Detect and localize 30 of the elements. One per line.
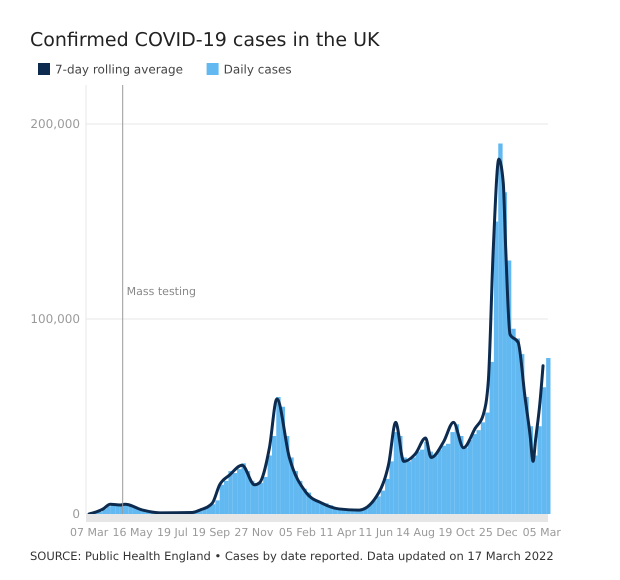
source-note: SOURCE: Public Health England • Cases by date reported. Data updated on 17 March 2022 [30,549,554,563]
bar [241,463,246,514]
y-tick-label: 0 [72,507,80,522]
line-series [88,158,545,516]
bar [546,358,550,514]
bar [210,504,216,514]
x-tick-label: 14 Aug [396,526,436,539]
bar [220,484,224,514]
x-tick-label: 19 Jul [157,526,188,539]
chart-title: Confirmed COVID-19 cases in the UK [30,29,380,51]
x-tick-label: 25 Dec [478,526,518,539]
bar [394,432,398,514]
legend-label: 7-day rolling average [55,62,184,76]
bar [406,461,412,514]
x-tick-label: 05 Feb [278,526,316,539]
y-tick-label: 100,000 [30,312,80,326]
x-tick-label: 27 Nov [234,526,274,539]
y-tick-label: 200,000 [30,117,80,132]
x-tick-label: 19 Oct [438,526,476,539]
ref-line-label: Mass testing [126,285,196,298]
bar [454,424,460,514]
x-tick-label: 11 Apr [320,526,357,539]
x-tick-label: 07 Mar [70,526,109,539]
legend-label: Daily cases [224,62,292,76]
bar [442,446,446,514]
x-tick-label: 05 Mar [522,526,562,539]
x-tick-label: 11 Jun [358,526,394,539]
x-tick-label: 19 Sep [192,526,230,539]
x-tick-label: 16 May [112,526,154,539]
bar [232,473,238,514]
